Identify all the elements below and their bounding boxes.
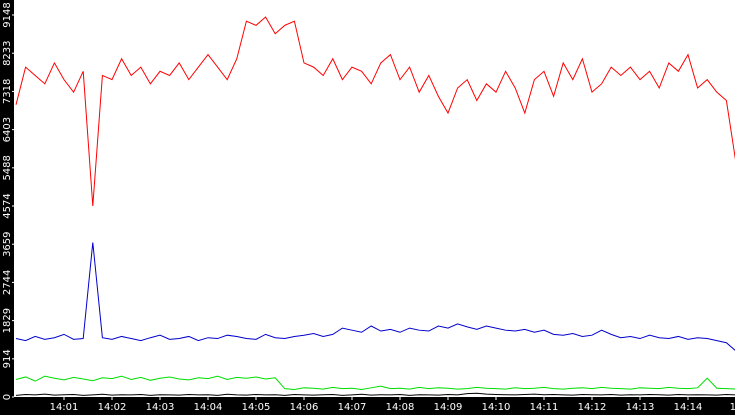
x-tick-label: 14:05 (242, 402, 271, 413)
y-tick-label: 8233 (2, 40, 13, 65)
x-tick-label: 14:09 (434, 402, 463, 413)
y-tick-label: 1829 (2, 308, 13, 333)
x-tick-label: 14:10 (482, 402, 511, 413)
y-tick-label: 9148 (2, 2, 13, 27)
x-tick-label: 14:08 (386, 402, 415, 413)
y-tick-label: 2744 (2, 270, 13, 295)
x-tick-label: 14 (730, 402, 735, 413)
x-tick-label: 14:11 (530, 402, 559, 413)
x-tick-label: 14:13 (626, 402, 655, 413)
y-tick-label: 5488 (2, 155, 13, 180)
x-tick-label: 14:06 (290, 402, 319, 413)
y-tick-label: 3659 (2, 231, 13, 256)
series-line (15, 242, 735, 351)
y-tick-label: 0 (2, 394, 13, 400)
x-tick-label: 14:02 (98, 402, 127, 413)
y-tick-label: 4574 (2, 193, 13, 218)
x-tick-label: 14:04 (194, 402, 223, 413)
y-tick-label: 6403 (2, 117, 13, 142)
y-axis-band (0, 0, 14, 415)
x-axis-band (0, 397, 735, 415)
y-tick-label: 914 (2, 349, 13, 368)
y-tick-label: 7318 (2, 79, 13, 104)
x-tick-label: 14:01 (50, 402, 79, 413)
series-line (15, 375, 735, 390)
x-tick-label: 14:03 (146, 402, 175, 413)
x-tick-label: 14:12 (578, 402, 607, 413)
series-line (15, 392, 735, 396)
x-tick-label: 14:14 (674, 402, 703, 413)
x-tick-label: 14:07 (338, 402, 367, 413)
series-line (15, 16, 735, 207)
